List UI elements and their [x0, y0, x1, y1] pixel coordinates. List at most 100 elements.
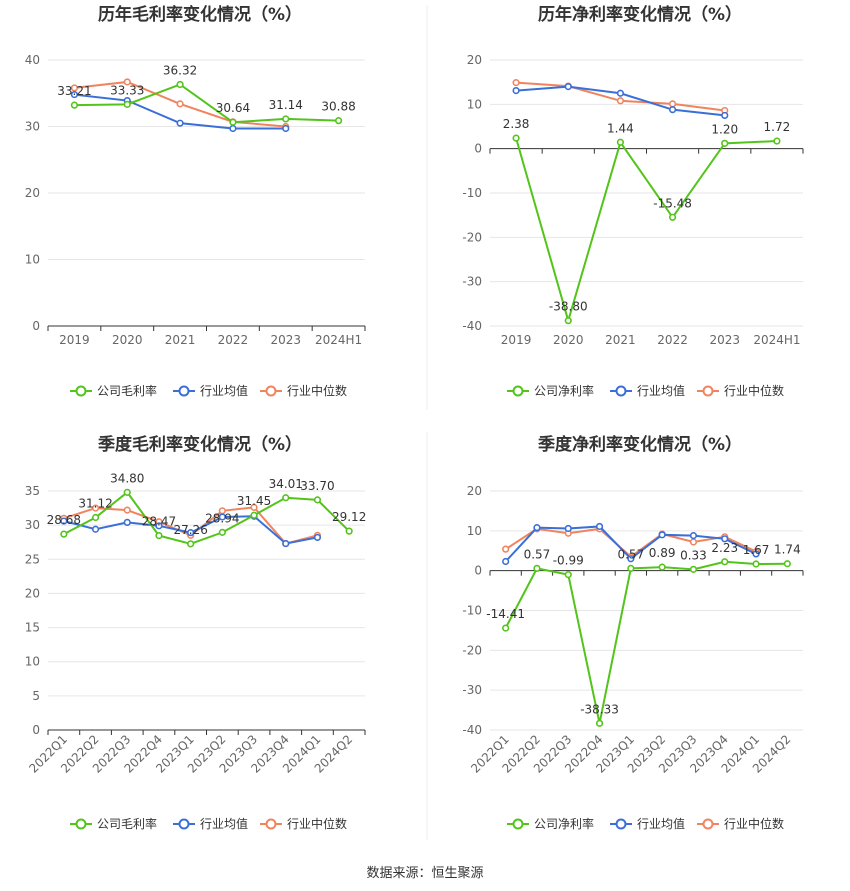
- legend-item-industry-median[interactable]: 行业中位数: [697, 383, 784, 398]
- data-point: [689, 565, 698, 573]
- data-point: [282, 539, 290, 548]
- data-point: [70, 101, 79, 109]
- y-tick-label: 30: [25, 120, 40, 134]
- chart-title: 季度毛利率变化情况（%）: [98, 434, 302, 455]
- y-tick-label: 20: [25, 586, 40, 600]
- data-point: [91, 513, 100, 522]
- x-tick-label: 2019: [501, 333, 532, 347]
- data-point: [229, 124, 237, 133]
- data-label: 0.33: [680, 548, 707, 562]
- data-point: [187, 529, 195, 537]
- data-point: [512, 86, 520, 95]
- y-tick-label: 10: [25, 253, 40, 267]
- data-label: 1.74: [774, 543, 801, 557]
- y-tick-label: 0: [32, 723, 40, 737]
- data-point: [176, 100, 184, 108]
- data-point: [658, 531, 666, 539]
- data-point: [250, 503, 258, 511]
- legend-label: 公司净利率: [534, 816, 594, 831]
- x-tick-label: 2020: [112, 333, 143, 347]
- legend-item-industry-median[interactable]: 行业中位数: [260, 383, 347, 398]
- legend-swatch-marker: [702, 385, 714, 397]
- y-tick-label: 10: [467, 97, 482, 111]
- data-point: [595, 719, 604, 727]
- legend-swatch-marker: [615, 818, 627, 830]
- legend-swatch-marker: [615, 385, 627, 397]
- legend-swatch-marker: [178, 385, 190, 397]
- y-tick-label: -10: [462, 186, 482, 200]
- x-tick-label: 2023: [709, 333, 740, 347]
- x-tick-label: 2021: [605, 333, 636, 347]
- legend-label: 行业均值: [637, 816, 685, 831]
- data-point: [91, 525, 100, 533]
- data-label: 27.26: [173, 523, 207, 537]
- data-label: 30.64: [216, 101, 250, 115]
- data-label: 1.20: [711, 122, 738, 136]
- legend-item-industry-avg[interactable]: 行业均值: [173, 383, 248, 398]
- legend-swatch-marker: [75, 818, 87, 830]
- data-label: 33.21: [57, 84, 91, 98]
- data-point: [229, 118, 237, 126]
- y-tick-label: -10: [462, 604, 482, 618]
- legend-item-company[interactable]: 公司净利率: [507, 816, 594, 831]
- legend-item-industry-median[interactable]: 行业中位数: [697, 816, 784, 831]
- data-point: [783, 560, 791, 568]
- data-label: -38.80: [549, 300, 588, 314]
- legend-swatch-marker: [265, 385, 277, 397]
- legend-swatch-marker: [75, 385, 87, 397]
- data-label: 0.57: [524, 547, 551, 561]
- data-point: [176, 119, 184, 127]
- chart-panel-1: 历年毛利率变化情况（%） 0 10 20 30 40 2019 2020 2021 2022 202…: [25, 4, 366, 398]
- data-point: [282, 494, 290, 502]
- x-tick-label: 2022: [657, 333, 688, 347]
- y-tick-label: -30: [462, 683, 482, 697]
- data-label: 33.33: [110, 83, 144, 97]
- data-point: [721, 111, 729, 120]
- data-label: 34.01: [269, 477, 303, 491]
- y-tick-label: 35: [25, 484, 40, 498]
- legend-swatch-marker: [512, 818, 524, 830]
- legend-label: 行业中位数: [724, 816, 784, 831]
- data-point: [123, 100, 131, 108]
- legend-swatch-marker: [512, 385, 524, 397]
- data-point: [313, 533, 322, 542]
- data-point: [218, 513, 226, 521]
- data-label: -0.99: [553, 554, 584, 568]
- legend-item-company[interactable]: 公司毛利率: [70, 816, 157, 831]
- legend-item-industry-avg[interactable]: 行业均值: [173, 816, 248, 831]
- y-tick-label: -30: [462, 275, 482, 289]
- x-tick-label: 2024H1: [753, 333, 800, 347]
- series-line-company: [515, 137, 777, 325]
- data-point: [752, 550, 760, 558]
- y-tick-label: 20: [467, 484, 482, 498]
- legend-item-industry-avg[interactable]: 行业均值: [610, 816, 685, 831]
- legend-label: 行业均值: [200, 383, 248, 398]
- data-label: 31.45: [237, 494, 271, 508]
- legend-item-industry-avg[interactable]: 行业均值: [610, 383, 685, 398]
- data-label: 28.47: [142, 515, 176, 529]
- legend-item-company[interactable]: 公司毛利率: [70, 383, 157, 398]
- data-label: 31.12: [78, 496, 112, 510]
- y-tick-label: -40: [462, 319, 482, 333]
- data-label: 1.72: [764, 120, 791, 134]
- data-point: [155, 531, 163, 540]
- data-point: [218, 528, 226, 536]
- legend-swatch-marker: [265, 818, 277, 830]
- legend-item-company[interactable]: 公司净利率: [507, 383, 594, 398]
- data-point: [564, 317, 572, 325]
- series-line-company: [74, 83, 339, 124]
- legend-swatch-marker: [702, 818, 714, 830]
- data-point: [773, 137, 781, 145]
- data-point: [721, 558, 729, 566]
- y-tick-label: 20: [25, 186, 40, 200]
- data-point: [155, 522, 163, 530]
- y-tick-label: 0: [474, 142, 482, 156]
- data-point: [282, 124, 290, 133]
- legend-label: 公司毛利率: [97, 383, 157, 398]
- data-point: [658, 563, 666, 571]
- data-point: [564, 82, 572, 91]
- data-label: 2.23: [711, 541, 738, 555]
- chart-panel-2: 历年净利率变化情况（%） -40 -30 -20 -10 0 10 20 2019 2020 202…: [462, 4, 804, 398]
- legend-item-industry-median[interactable]: 行业中位数: [260, 816, 347, 831]
